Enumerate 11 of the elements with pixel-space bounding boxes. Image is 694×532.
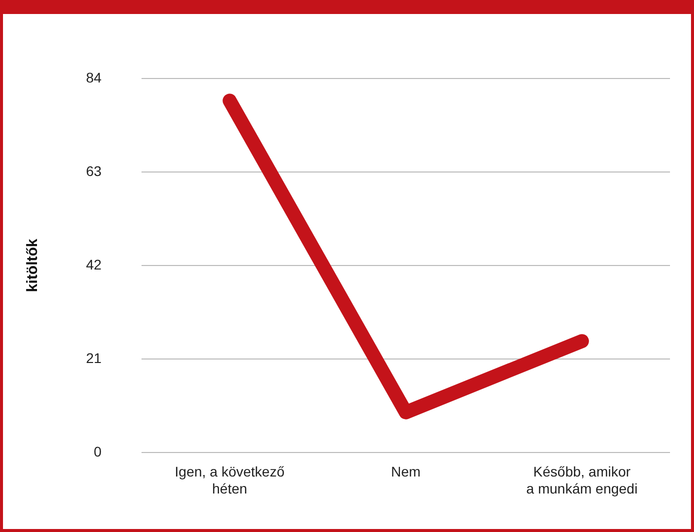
- y-tick-label: 0: [94, 443, 102, 460]
- y-tick-label: 84: [86, 69, 102, 86]
- category-label: Igen, a következő: [174, 464, 285, 480]
- category-label: a munkám engedi: [526, 480, 638, 496]
- category-label: héten: [212, 480, 248, 496]
- y-tick-label: 42: [86, 256, 102, 272]
- x-tick-label: Nem: [391, 464, 421, 480]
- y-tick-label: 21: [86, 350, 102, 366]
- y-axis-title: kitöltők: [24, 238, 42, 292]
- category-label: Később, amikor: [533, 464, 631, 480]
- y-tick-label: 63: [86, 162, 102, 179]
